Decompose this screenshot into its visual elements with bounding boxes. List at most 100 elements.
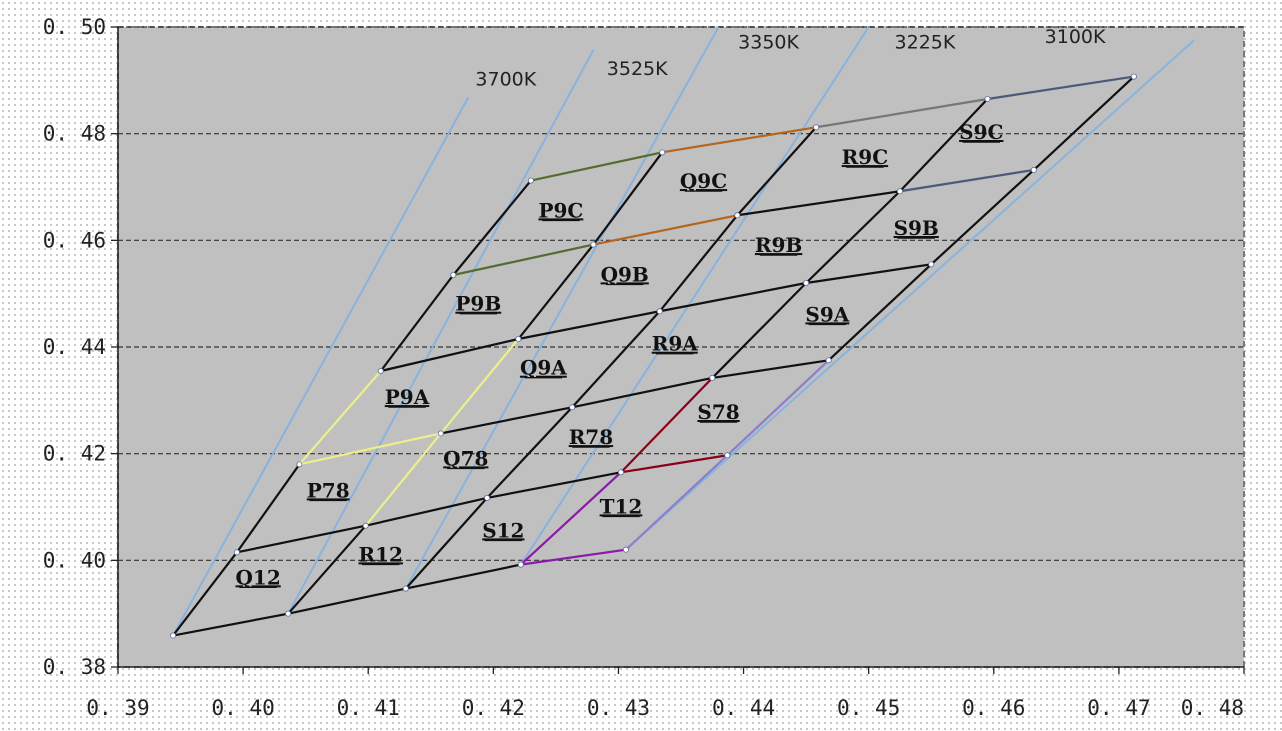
bin-label: P78 (307, 478, 350, 502)
cct-line (625, 39, 1195, 551)
bin-edge (235, 524, 367, 554)
point-marker (622, 546, 629, 553)
bin-edge (592, 151, 664, 246)
bin-edge (711, 359, 830, 380)
point-marker (515, 335, 522, 342)
bin-label: Q12 (235, 565, 280, 589)
bin-edge (439, 406, 574, 435)
cct-line (404, 26, 720, 590)
bin-edge (287, 524, 367, 615)
bin-edge (517, 243, 595, 341)
bin-edge (404, 496, 489, 590)
cct-label: 3225K (895, 31, 956, 53)
y-tick-label: 0. 40 (43, 548, 106, 572)
point-marker (362, 522, 369, 529)
point-marker (724, 452, 731, 459)
bin-edge (519, 471, 623, 566)
y-tick-label: 0. 42 (43, 442, 106, 466)
bin-label: S12 (482, 518, 524, 542)
bin-edge (1032, 75, 1136, 172)
bin-edge (805, 263, 933, 285)
cct-line (287, 49, 595, 615)
x-tick-label: 0. 40 (212, 696, 275, 720)
bin-edge (658, 214, 739, 313)
point-marker (170, 632, 177, 639)
x-tick-label: 0. 45 (837, 696, 900, 720)
bin-edge (287, 587, 407, 615)
point-marker (896, 188, 903, 195)
bin-label: Q78 (443, 446, 488, 470)
cct-label: 3525K (607, 58, 668, 80)
bin-label: Q9A (520, 356, 567, 380)
cct-line (172, 96, 470, 637)
bin-edge (364, 432, 442, 527)
bin-edge (624, 454, 729, 551)
bin-edge (452, 179, 532, 277)
bin-label: Q9C (680, 169, 727, 193)
bin-edge (452, 243, 595, 277)
point-marker (590, 241, 597, 248)
bin-label: S78 (697, 400, 739, 424)
bin-edge (986, 75, 1136, 101)
y-tick-label: 0. 38 (43, 655, 106, 679)
bin-edge (898, 168, 1035, 193)
point-marker (296, 461, 303, 468)
point-marker (984, 96, 991, 103)
x-tick-label: 0. 44 (712, 696, 775, 720)
y-tick-label: 0. 48 (43, 122, 106, 146)
bin-edge (517, 310, 661, 341)
bin-edge (658, 281, 808, 313)
bin-label: R9C (842, 145, 888, 169)
point-marker (825, 357, 832, 364)
y-tick-label: 0. 44 (43, 335, 106, 359)
bin-edge (619, 376, 714, 474)
bin-label: R12 (359, 542, 403, 566)
bin-edge (805, 190, 902, 285)
bin-edge (529, 151, 664, 182)
point-marker (803, 279, 810, 286)
cct-label: 3100K (1045, 26, 1106, 48)
x-tick-label: 0. 43 (587, 696, 650, 720)
point-marker (659, 149, 666, 156)
bin-edge (726, 359, 830, 457)
x-tick-label: 0. 39 (86, 696, 149, 720)
y-tick-label: 0. 50 (43, 15, 106, 39)
bin-edge (930, 168, 1035, 266)
bin-edge (571, 310, 661, 409)
point-marker (617, 469, 624, 476)
point-marker (437, 430, 444, 437)
point-marker (484, 494, 491, 501)
point-marker (1130, 73, 1137, 80)
x-tick-label: 0. 41 (337, 696, 400, 720)
bin-edge (404, 563, 522, 590)
point-marker (402, 585, 409, 592)
x-tick-label: 0. 47 (1087, 696, 1150, 720)
x-tick-label: 0. 46 (962, 696, 1025, 720)
bin-label: T12 (600, 494, 643, 518)
bin-edge (815, 97, 989, 129)
point-marker (450, 271, 457, 278)
point-marker (734, 212, 741, 219)
bin-edge (485, 471, 623, 500)
bin-label: R9A (652, 332, 699, 356)
bin-edge (571, 376, 714, 409)
cct-label: 3700K (475, 69, 536, 91)
bin-edge (519, 548, 628, 566)
bin-edge (619, 454, 729, 474)
x-tick-label: 0. 48 (1181, 696, 1244, 720)
bin-edge (827, 263, 933, 362)
point-marker (928, 261, 935, 268)
bin-edge (298, 369, 382, 466)
bin-edge (485, 406, 574, 500)
bin-label: P9A (385, 385, 430, 409)
bin-label: S9C (959, 120, 1003, 144)
bin-edge (661, 126, 818, 154)
bin-label: R9B (755, 233, 802, 257)
bin-edge (439, 337, 520, 435)
bin-label: R78 (569, 425, 613, 449)
point-marker (517, 561, 524, 568)
point-marker (709, 374, 716, 381)
bin-edge (171, 612, 290, 637)
point-marker (569, 404, 576, 411)
